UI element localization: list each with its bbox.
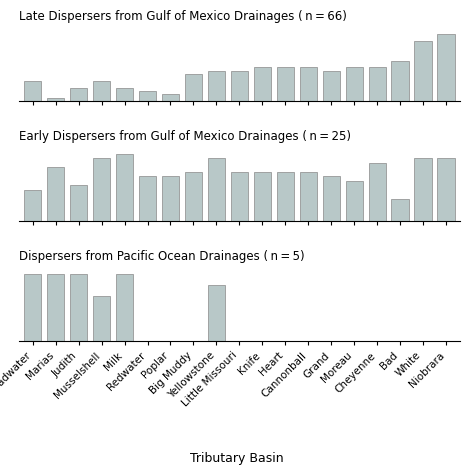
Bar: [323, 176, 340, 221]
Bar: [93, 81, 110, 101]
Bar: [368, 67, 386, 101]
Bar: [139, 91, 156, 101]
Bar: [24, 81, 41, 101]
Bar: [438, 158, 455, 221]
Bar: [139, 176, 156, 221]
Bar: [116, 154, 133, 221]
Bar: [70, 88, 87, 101]
Bar: [231, 71, 248, 101]
Bar: [254, 172, 271, 221]
Bar: [208, 158, 225, 221]
Bar: [47, 98, 64, 101]
Bar: [300, 67, 317, 101]
Bar: [185, 74, 202, 101]
Bar: [277, 67, 294, 101]
Bar: [116, 88, 133, 101]
Bar: [392, 61, 409, 101]
Bar: [47, 274, 64, 341]
Text: Tributary Basin: Tributary Basin: [190, 452, 284, 465]
Bar: [70, 185, 87, 221]
Bar: [414, 41, 432, 101]
Bar: [24, 190, 41, 221]
Bar: [346, 67, 363, 101]
Bar: [368, 163, 386, 221]
Bar: [346, 181, 363, 221]
Bar: [254, 67, 271, 101]
Bar: [70, 274, 87, 341]
Bar: [277, 172, 294, 221]
Bar: [24, 274, 41, 341]
Text: Late Dispersers from Gulf of Mexico Drainages ( n = 66): Late Dispersers from Gulf of Mexico Drai…: [19, 9, 347, 23]
Bar: [162, 94, 179, 101]
Bar: [162, 176, 179, 221]
Bar: [438, 34, 455, 101]
Bar: [208, 285, 225, 341]
Bar: [116, 274, 133, 341]
Bar: [93, 158, 110, 221]
Bar: [231, 172, 248, 221]
Bar: [392, 199, 409, 221]
Text: Dispersers from Pacific Ocean Drainages ( n = 5): Dispersers from Pacific Ocean Drainages …: [19, 250, 305, 263]
Bar: [323, 71, 340, 101]
Bar: [185, 172, 202, 221]
Bar: [300, 172, 317, 221]
Text: Early Dispersers from Gulf of Mexico Drainages ( n = 25): Early Dispersers from Gulf of Mexico Dra…: [19, 129, 351, 143]
Bar: [47, 167, 64, 221]
Bar: [414, 158, 432, 221]
Bar: [93, 296, 110, 341]
Bar: [208, 71, 225, 101]
